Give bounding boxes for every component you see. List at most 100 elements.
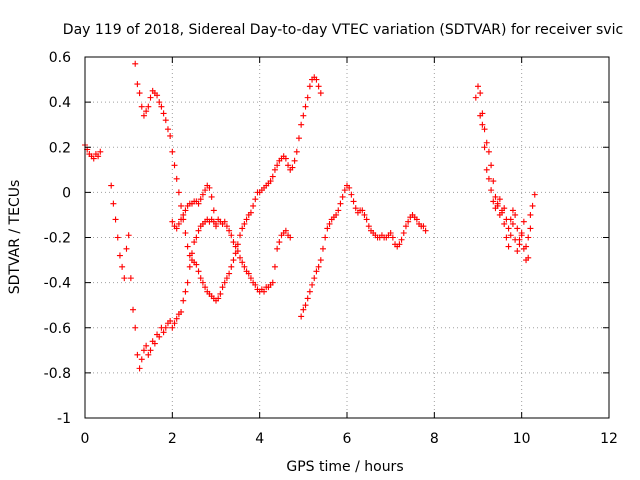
data-point bbox=[136, 90, 143, 97]
data-point bbox=[112, 216, 119, 223]
y-tick-label: 0.2 bbox=[49, 140, 71, 156]
data-point bbox=[304, 94, 311, 101]
data-point bbox=[413, 216, 420, 223]
series-arc-b bbox=[108, 182, 294, 372]
data-point bbox=[173, 315, 180, 322]
data-point bbox=[156, 333, 163, 340]
data-point bbox=[195, 200, 202, 207]
data-point bbox=[95, 153, 102, 160]
data-point bbox=[282, 227, 289, 234]
data-point bbox=[247, 275, 254, 282]
data-point bbox=[483, 139, 490, 146]
data-point bbox=[138, 103, 145, 110]
data-point bbox=[527, 211, 534, 218]
data-point bbox=[171, 320, 178, 327]
y-tick-label: 0.4 bbox=[49, 95, 71, 111]
data-point bbox=[507, 216, 514, 223]
data-point bbox=[134, 81, 141, 88]
data-point bbox=[173, 175, 180, 182]
chart-title: Day 119 of 2018, Sidereal Day-to-day VTE… bbox=[63, 22, 623, 38]
data-point bbox=[173, 225, 180, 232]
data-point bbox=[147, 94, 154, 101]
data-point bbox=[237, 232, 244, 239]
series-arc-e bbox=[298, 182, 429, 320]
data-point bbox=[160, 110, 167, 117]
data-point bbox=[138, 356, 145, 363]
data-point bbox=[230, 239, 237, 246]
data-point bbox=[175, 189, 182, 196]
data-point bbox=[311, 275, 318, 282]
y-tick-label: 0.6 bbox=[49, 50, 71, 66]
data-point bbox=[140, 347, 147, 354]
data-point bbox=[324, 225, 331, 232]
data-point bbox=[352, 205, 359, 212]
data-point bbox=[298, 121, 305, 128]
data-point bbox=[337, 200, 344, 207]
data-point bbox=[250, 202, 257, 209]
data-point bbox=[252, 196, 259, 203]
data-point bbox=[512, 236, 519, 243]
data-point bbox=[162, 117, 169, 124]
data-point bbox=[182, 288, 189, 295]
data-point bbox=[361, 211, 368, 218]
data-point bbox=[516, 241, 523, 248]
data-point bbox=[247, 209, 254, 216]
data-point bbox=[184, 243, 191, 250]
data-point bbox=[193, 234, 200, 241]
data-point bbox=[230, 257, 237, 264]
data-point bbox=[488, 162, 495, 169]
y-tick-label: -0.4 bbox=[44, 276, 71, 292]
data-point bbox=[160, 329, 167, 336]
data-point bbox=[398, 236, 405, 243]
data-point bbox=[223, 275, 230, 282]
data-point bbox=[420, 223, 427, 230]
data-point bbox=[267, 178, 274, 185]
data-point bbox=[481, 144, 488, 151]
data-point bbox=[363, 216, 370, 223]
data-point bbox=[475, 83, 481, 90]
data-point bbox=[492, 193, 499, 200]
data-point bbox=[140, 112, 147, 119]
data-point bbox=[309, 281, 316, 288]
data-point bbox=[127, 275, 134, 282]
data-point bbox=[134, 351, 141, 358]
data-point bbox=[313, 268, 320, 275]
data-point bbox=[245, 270, 252, 277]
data-point bbox=[223, 223, 230, 230]
data-point bbox=[186, 263, 193, 270]
data-layer bbox=[82, 60, 538, 372]
data-point bbox=[319, 245, 326, 252]
data-point bbox=[520, 218, 527, 225]
y-tick-label: -0.2 bbox=[44, 231, 71, 247]
data-point bbox=[527, 225, 534, 232]
axes-layer: 0 2 4 6 8 10 12 -1 -0.8 -0.6 -0.4 -0.2 0 0.2 0.4 0.6 bbox=[44, 50, 618, 447]
data-point bbox=[505, 225, 512, 232]
data-point bbox=[300, 112, 307, 119]
data-point bbox=[492, 205, 499, 212]
data-point bbox=[285, 162, 292, 169]
data-point bbox=[226, 270, 233, 277]
data-point bbox=[143, 108, 150, 115]
data-point bbox=[507, 232, 514, 239]
data-point bbox=[326, 220, 333, 227]
data-point bbox=[271, 166, 278, 173]
x-tick-label: 12 bbox=[600, 431, 618, 447]
data-point bbox=[184, 279, 191, 286]
data-point bbox=[304, 295, 311, 302]
data-point bbox=[271, 263, 278, 270]
x-tick-label: 0 bbox=[81, 431, 90, 447]
data-point bbox=[520, 245, 527, 252]
data-point bbox=[261, 288, 268, 295]
data-point bbox=[282, 155, 289, 162]
data-point bbox=[269, 173, 276, 180]
data-point bbox=[167, 317, 174, 324]
data-point bbox=[197, 275, 204, 282]
data-point bbox=[315, 83, 322, 90]
data-point bbox=[503, 234, 510, 241]
data-point bbox=[210, 207, 217, 214]
data-point bbox=[186, 252, 193, 259]
data-point bbox=[335, 207, 342, 214]
data-point bbox=[167, 132, 174, 139]
data-point bbox=[501, 220, 508, 227]
data-point bbox=[215, 295, 222, 302]
